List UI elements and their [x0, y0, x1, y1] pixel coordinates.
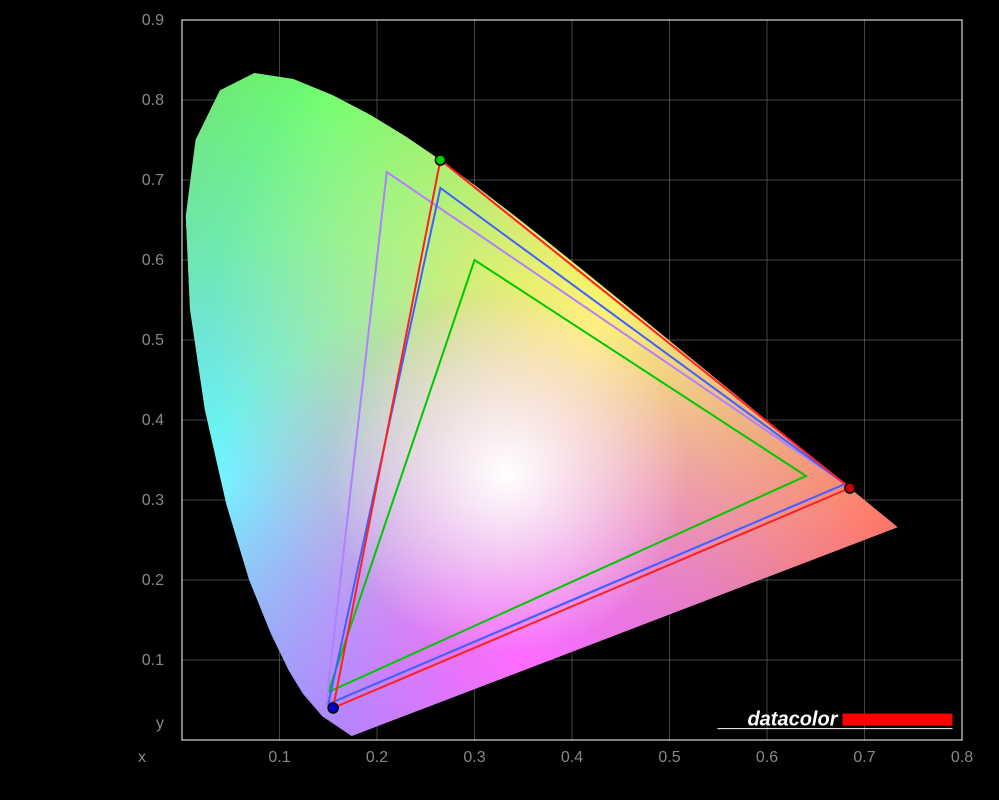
x-tick-label: 0.7	[853, 749, 875, 766]
y-tick-label: 0.9	[142, 12, 164, 29]
y-tick-label: 0.8	[142, 92, 164, 109]
x-tick-label: 0.1	[268, 749, 290, 766]
chromaticity-chart: 0.1 0.2 0.3 0.4 0.5 0.6 0.7 0.8 x 0.1 0.2 0.3 0.4 0.5…	[0, 0, 999, 800]
y-tick-label: 0.1	[142, 652, 164, 669]
spectral-locus-fill	[0, 0, 999, 800]
x-tick-label: 0.3	[463, 749, 485, 766]
y-tick-label: 0.7	[142, 172, 164, 189]
brand-color-bar	[843, 714, 953, 726]
green-primary-marker	[435, 155, 445, 165]
blue-primary-marker	[328, 703, 338, 713]
x-tick-label: 0.5	[658, 749, 680, 766]
brand-text: datacolor	[747, 709, 838, 731]
y-tick-label: 0.5	[142, 332, 164, 349]
y-tick-label: 0.6	[142, 252, 164, 269]
red-primary-marker	[845, 483, 855, 493]
y-tick-label: 0.2	[142, 572, 164, 589]
y-axis-title: y	[156, 715, 164, 732]
x-tick-label: 0.4	[561, 749, 583, 766]
x-tick-label: 0.2	[366, 749, 388, 766]
brand-logo: datacolor	[718, 709, 953, 731]
x-tick-label: 0.6	[756, 749, 778, 766]
chart-svg: 0.1 0.2 0.3 0.4 0.5 0.6 0.7 0.8 x 0.1 0.2 0.3 0.4 0.5…	[0, 0, 999, 800]
x-tick-labels: 0.1 0.2 0.3 0.4 0.5 0.6 0.7 0.8	[268, 749, 973, 766]
y-tick-label: 0.3	[142, 492, 164, 509]
y-tick-labels: 0.1 0.2 0.3 0.4 0.5 0.6 0.7 0.8 0.9	[142, 12, 164, 669]
x-tick-label: 0.8	[951, 749, 973, 766]
y-tick-label: 0.4	[142, 412, 164, 429]
x-axis-title: x	[138, 749, 146, 766]
